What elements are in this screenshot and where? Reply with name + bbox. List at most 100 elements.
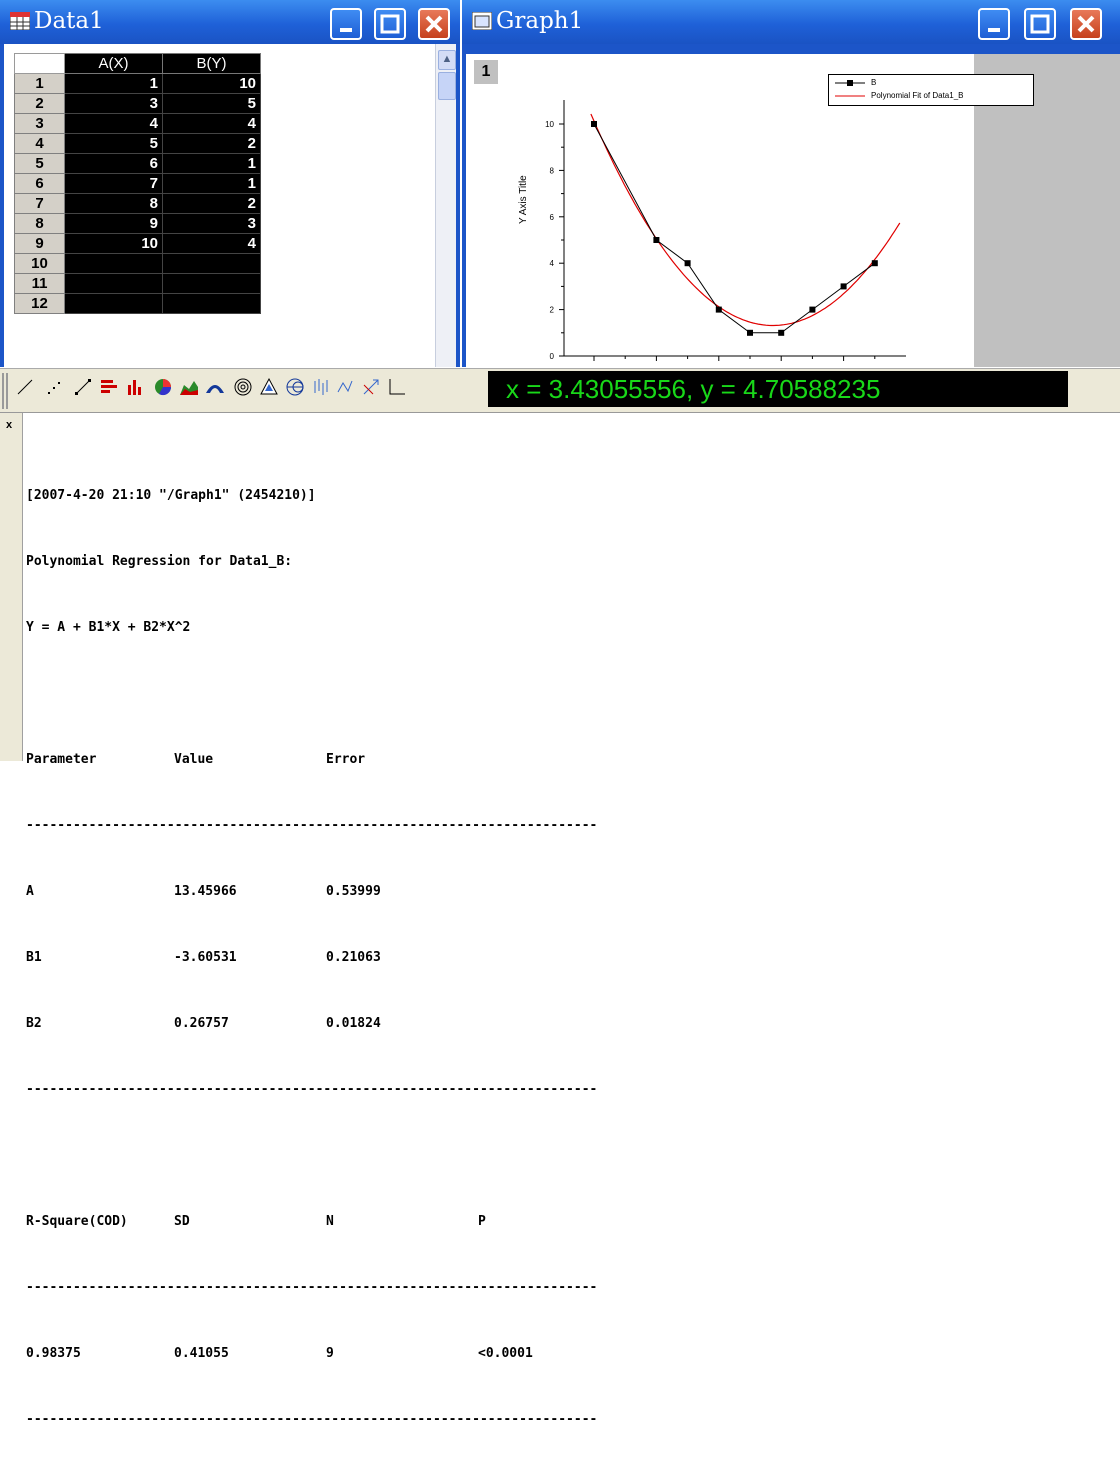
param-error: 0.53999 <box>326 884 381 899</box>
row-header[interactable]: 8 <box>14 213 65 234</box>
cell-a[interactable] <box>64 253 163 274</box>
minimize-icon <box>340 28 352 32</box>
column-header-b[interactable]: B(Y) <box>162 53 261 74</box>
data-point <box>684 260 691 267</box>
cell-a[interactable]: 5 <box>64 133 163 154</box>
cursor-readout: x = 3.43055556, y = 4.70588235 <box>488 371 1068 407</box>
maximize-icon <box>380 14 400 34</box>
vector-xyam-icon[interactable] <box>360 377 382 403</box>
cell-a[interactable] <box>64 293 163 314</box>
row-header[interactable]: 12 <box>14 293 65 314</box>
cell-a[interactable]: 6 <box>64 153 163 174</box>
y-axis-title[interactable]: Y Axis Title <box>518 175 529 224</box>
column-header-a[interactable]: A(X) <box>64 53 163 74</box>
param-name: A <box>26 884 34 899</box>
line-plot-icon[interactable] <box>14 377 36 403</box>
row-header[interactable]: 9 <box>14 233 65 254</box>
data-point <box>809 306 816 313</box>
pie-chart-icon[interactable] <box>152 377 174 403</box>
column-chart-icon[interactable] <box>124 377 146 403</box>
cell-a[interactable]: 9 <box>64 213 163 234</box>
cell-b[interactable] <box>162 273 261 294</box>
polar-plot-icon[interactable] <box>232 377 254 403</box>
cell-b[interactable]: 5 <box>162 93 261 114</box>
maximize-button[interactable] <box>1024 8 1056 40</box>
cell-a[interactable]: 3 <box>64 93 163 114</box>
close-button[interactable] <box>418 8 450 40</box>
bar-chart-icon[interactable] <box>98 377 120 403</box>
vector-plot-icon[interactable] <box>310 377 332 403</box>
cell-a[interactable]: 8 <box>64 193 163 214</box>
vertical-scrollbar[interactable]: ▲ <box>435 44 456 367</box>
cell-b[interactable]: 3 <box>162 213 261 234</box>
maximize-icon <box>1030 14 1050 34</box>
ternary-plot-icon[interactable] <box>258 377 280 403</box>
cell-b[interactable]: 1 <box>162 173 261 194</box>
maximize-button[interactable] <box>374 8 406 40</box>
legend[interactable]: B Polynomial Fit of Data1_B <box>828 74 1034 106</box>
param-name: B1 <box>26 950 42 965</box>
results-log-window[interactable]: x [2007-4-20 21:10 "/Graph1" (2454210)] … <box>0 412 1120 1427</box>
axis-icon[interactable] <box>386 377 408 403</box>
cell-b[interactable]: 2 <box>162 193 261 214</box>
results-log-text[interactable]: [2007-4-20 21:10 "/Graph1" (2454210)] Po… <box>26 441 597 1475</box>
y-tick-label: 4 <box>550 259 555 268</box>
data-point <box>747 329 753 336</box>
plot-area[interactable]: 0 2 4 6 8 10 <box>466 54 974 367</box>
cell-a[interactable]: 10 <box>64 233 163 254</box>
row-header[interactable]: 3 <box>14 113 65 134</box>
graph-window-titlebar[interactable]: Graph1 <box>462 0 1120 44</box>
close-results-icon[interactable]: x <box>6 419 13 431</box>
cell-a[interactable]: 7 <box>64 173 163 194</box>
cell-b[interactable]: 2 <box>162 133 261 154</box>
scroll-thumb[interactable] <box>438 72 456 100</box>
row-header[interactable]: 6 <box>14 173 65 194</box>
graph-window[interactable]: Graph1 1 0 2 4 6 8 10 Y Axis Title B Polynomi… <box>462 0 1120 367</box>
graph-page[interactable]: 1 0 2 4 6 8 10 Y Axis Title B Polynomial Fit … <box>466 54 1120 367</box>
cell-b[interactable] <box>162 253 261 274</box>
separator-line: ----------------------------------------… <box>26 1082 598 1097</box>
results-log-sidebar[interactable]: x <box>0 413 23 761</box>
stat-rsquare: 0.98375 <box>26 1346 81 1361</box>
close-button[interactable] <box>1070 8 1102 40</box>
data-point <box>653 237 660 243</box>
scroll-up-button[interactable]: ▲ <box>438 50 456 70</box>
cell-b[interactable]: 1 <box>162 153 261 174</box>
row-header[interactable]: 5 <box>14 153 65 174</box>
cell-a[interactable]: 1 <box>64 73 163 94</box>
row-header[interactable]: 10 <box>14 253 65 274</box>
cell-b[interactable] <box>162 293 261 314</box>
cell-a[interactable] <box>64 273 163 294</box>
table-row: 12 <box>14 293 261 314</box>
row-header[interactable]: 7 <box>14 193 65 214</box>
area-chart-icon[interactable] <box>178 377 200 403</box>
row-header[interactable]: 2 <box>14 93 65 114</box>
grid-corner[interactable] <box>14 53 65 74</box>
param-header-row: Parameter Value Error <box>26 749 597 771</box>
minimize-button[interactable] <box>978 8 1010 40</box>
layer-tab[interactable]: 1 <box>474 60 498 84</box>
line-symbol-plot-icon[interactable] <box>72 377 94 403</box>
cell-a[interactable]: 4 <box>64 113 163 134</box>
cell-b[interactable]: 4 <box>162 233 261 254</box>
y-tick-label: 8 <box>550 166 555 175</box>
row-header[interactable]: 4 <box>14 133 65 154</box>
scatter-plot-icon[interactable] <box>44 377 66 403</box>
row-header[interactable]: 11 <box>14 273 65 294</box>
minimize-button[interactable] <box>330 8 362 40</box>
scatter-xy-icon[interactable] <box>334 377 356 403</box>
toolbar-grip[interactable] <box>2 373 8 409</box>
log-blank <box>26 1145 597 1167</box>
smith-chart-icon[interactable] <box>284 377 306 403</box>
fill-area-icon[interactable] <box>204 377 226 403</box>
table-row: 10 <box>14 253 261 274</box>
data-window-titlebar[interactable]: Data1 <box>0 0 460 44</box>
row-header[interactable]: 1 <box>14 73 65 94</box>
cell-b[interactable]: 10 <box>162 73 261 94</box>
cell-b[interactable]: 4 <box>162 113 261 134</box>
